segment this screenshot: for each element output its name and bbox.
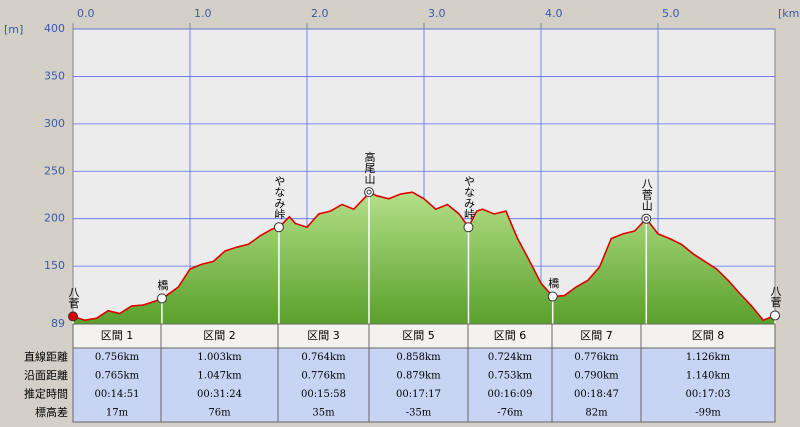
waypoint-label: 橋 — [547, 276, 560, 289]
cell-text: 1.047km — [197, 370, 242, 381]
header-text: 区間 2 — [203, 329, 236, 342]
header-cell — [277, 323, 370, 349]
cell-text: 00:14:51 — [95, 389, 140, 400]
y-tick-label: 150 — [44, 259, 65, 272]
waypoint-label: 橋 — [156, 278, 169, 291]
elevation-line — [72, 191, 776, 322]
cell-text: 1.140km — [686, 370, 731, 381]
header-cell — [72, 323, 162, 349]
cell-text: 82m — [585, 407, 608, 418]
header-text: 区間 3 — [307, 329, 340, 342]
waypoint-marker — [547, 291, 558, 302]
cell-text: 00:17:03 — [686, 389, 731, 400]
cell-text: 1.126km — [686, 352, 731, 363]
waypoint-label: 高尾山 — [363, 150, 376, 184]
waypoint-marker — [364, 187, 375, 198]
cell-text: 0.756km — [95, 352, 140, 363]
y-tick-label: 350 — [44, 69, 65, 82]
waypoint-label: 八菅山 — [640, 178, 653, 211]
x-tick-label: 2.0 — [311, 7, 329, 20]
row-label: 標高差 — [35, 405, 68, 419]
x-tick-label: 4.0 — [545, 7, 563, 20]
cell-text: 35m — [312, 407, 335, 418]
waypoint-marker — [156, 293, 167, 304]
waypoint-label: やなみ峠 — [273, 175, 286, 220]
cell-text: 0.776km — [301, 370, 346, 381]
cell-text: -35m — [406, 407, 432, 418]
cell-text: 17m — [106, 407, 129, 418]
cell-text: -76m — [497, 407, 523, 418]
cell-text: 76m — [208, 407, 231, 418]
cell-text: 00:17:17 — [396, 389, 441, 400]
x-tick-label: 3.0 — [428, 7, 446, 20]
waypoint-label: 八菅 — [67, 286, 80, 309]
cell-text: 0.724km — [488, 352, 533, 363]
waypoint-marker — [68, 311, 78, 322]
x-tick-label: 5.0 — [662, 7, 680, 20]
cell-text: 00:16:09 — [488, 389, 533, 400]
row-label: 推定時間 — [24, 386, 68, 400]
waypoint-marker — [463, 222, 474, 233]
waypoint-inner — [643, 216, 649, 222]
y-tick-label: 400 — [44, 22, 65, 35]
header-text: 区間 5 — [402, 329, 435, 342]
waypoint-marker — [273, 222, 284, 233]
x-tick-label: 0.0 — [77, 7, 95, 20]
row-label: 沿面距離 — [24, 368, 68, 382]
header-text: 区間 8 — [692, 329, 725, 342]
cell-text: 00:15:58 — [301, 389, 346, 400]
y-tick-label: 89 — [51, 317, 65, 330]
cell-text: 0.776km — [574, 352, 619, 363]
cell-text: 0.858km — [396, 352, 441, 363]
y-unit: [m] — [4, 23, 23, 36]
waypoint-label: やなみ峠 — [462, 175, 475, 220]
cell-text: 0.879km — [396, 370, 441, 381]
header-cell — [640, 323, 776, 349]
cell-text: 00:31:24 — [197, 389, 242, 400]
header-cell — [467, 323, 553, 349]
cell-text: 0.753km — [488, 370, 533, 381]
waypoint-label: 八菅 — [769, 285, 782, 308]
cell-text: 1.003km — [197, 352, 242, 363]
x-unit: [km] — [778, 7, 800, 20]
waypoint-marker — [641, 213, 652, 224]
x-tick-label: 1.0 — [194, 7, 212, 20]
cell-text: 0.790km — [574, 370, 619, 381]
waypoint-marker — [770, 310, 780, 321]
elevation-area — [73, 192, 775, 324]
cell-text: 00:18:47 — [574, 389, 619, 400]
y-tick-label: 200 — [44, 212, 65, 225]
header-text: 区間 1 — [101, 329, 134, 342]
data-bg — [72, 347, 776, 423]
row-label: 直線距離 — [24, 349, 68, 363]
y-tick-label: 250 — [44, 164, 65, 177]
y-tick-label: 300 — [44, 117, 65, 130]
header-text: 区間 6 — [494, 329, 527, 342]
cell-text: 0.765km — [95, 370, 140, 381]
cell-text: -99m — [695, 407, 721, 418]
waypoint-inner — [366, 189, 372, 195]
header-text: 区間 7 — [580, 329, 613, 342]
header-cell — [551, 323, 642, 349]
cell-text: 0.764km — [301, 352, 346, 363]
